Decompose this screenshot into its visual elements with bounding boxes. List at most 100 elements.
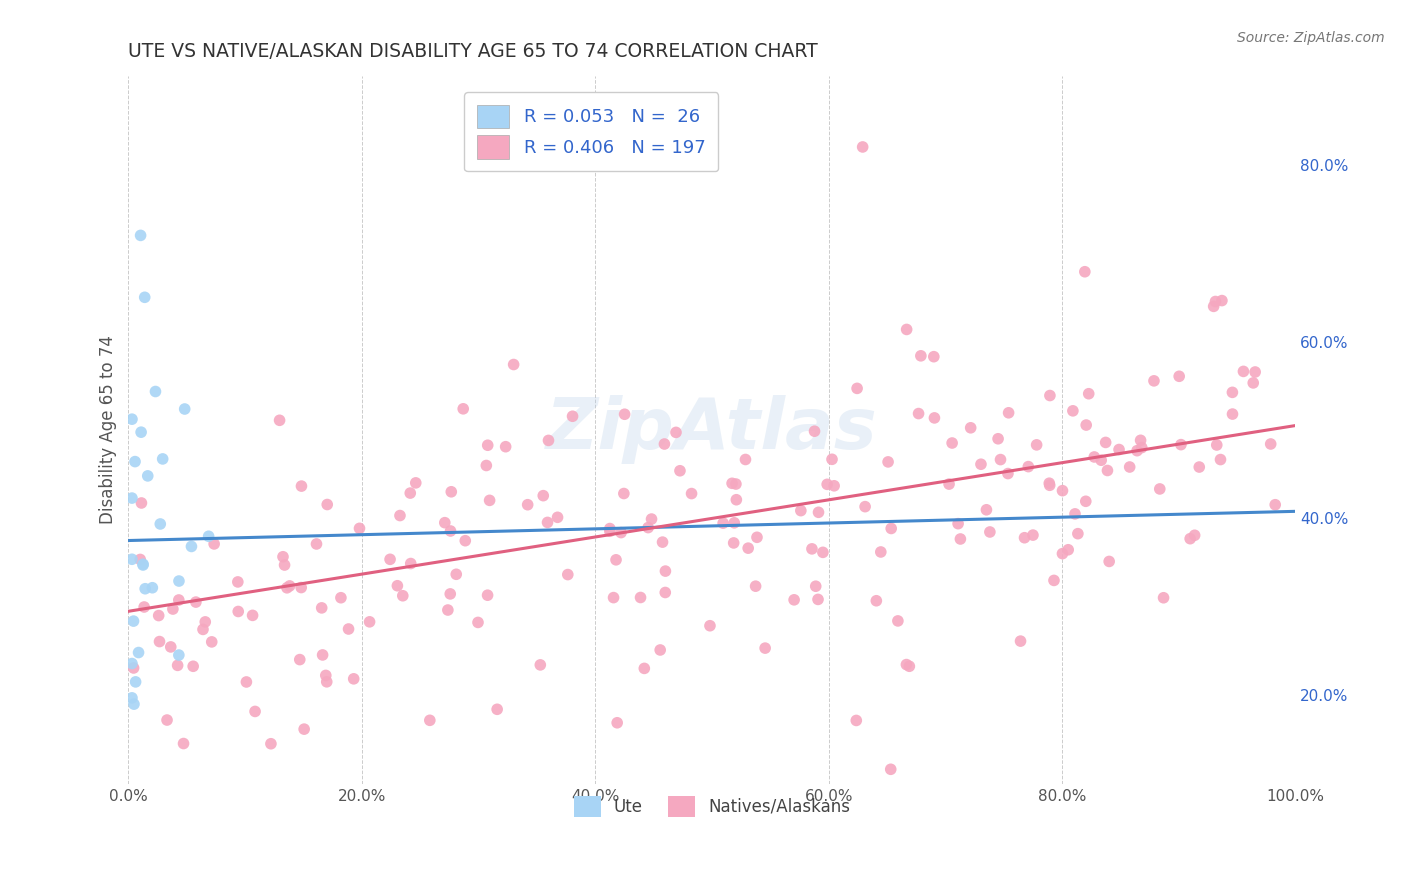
Point xyxy=(1205,438,1227,452)
Point xyxy=(1170,437,1192,451)
Point xyxy=(669,464,692,478)
Point xyxy=(477,438,499,452)
Point xyxy=(141,581,163,595)
Point xyxy=(599,522,621,536)
Point xyxy=(1126,443,1149,458)
Point xyxy=(938,477,960,491)
Point xyxy=(976,503,998,517)
Point xyxy=(134,582,156,596)
Point xyxy=(1118,460,1140,475)
Point xyxy=(896,657,918,672)
Point xyxy=(1222,407,1244,421)
Point xyxy=(292,722,315,736)
Point xyxy=(156,713,179,727)
Point xyxy=(405,475,427,490)
Point xyxy=(1241,376,1264,390)
Point xyxy=(129,228,152,243)
Point xyxy=(699,618,721,632)
Point xyxy=(1244,365,1267,379)
Point xyxy=(783,592,806,607)
Point xyxy=(260,737,283,751)
Point xyxy=(290,479,312,493)
Point xyxy=(121,491,143,505)
Point xyxy=(898,659,921,673)
Point xyxy=(536,516,558,530)
Point xyxy=(1108,442,1130,457)
Point xyxy=(637,520,659,534)
Point xyxy=(1168,369,1191,384)
Point xyxy=(121,690,143,705)
Point xyxy=(337,622,360,636)
Point xyxy=(1153,591,1175,605)
Point xyxy=(1010,634,1032,648)
Point xyxy=(315,674,337,689)
Point xyxy=(273,558,295,572)
Point xyxy=(654,585,676,599)
Point xyxy=(633,661,655,675)
Point xyxy=(723,516,745,530)
Point xyxy=(439,524,461,538)
Point xyxy=(454,533,477,548)
Point xyxy=(602,591,624,605)
Point xyxy=(804,579,827,593)
Point xyxy=(997,406,1019,420)
Point xyxy=(807,592,830,607)
Point xyxy=(650,643,672,657)
Point xyxy=(132,558,155,572)
Point xyxy=(1067,526,1090,541)
Point xyxy=(278,579,301,593)
Point xyxy=(654,564,676,578)
Point xyxy=(529,657,551,672)
Point xyxy=(145,384,167,399)
Point xyxy=(121,552,143,566)
Point xyxy=(811,545,834,559)
Point xyxy=(1209,452,1232,467)
Text: ZipAtlas: ZipAtlas xyxy=(546,395,877,465)
Point xyxy=(129,425,152,440)
Point xyxy=(681,486,703,500)
Point xyxy=(613,407,636,421)
Point xyxy=(136,469,159,483)
Point xyxy=(181,659,204,673)
Point xyxy=(599,524,621,539)
Point xyxy=(1094,435,1116,450)
Point xyxy=(226,605,249,619)
Point xyxy=(311,600,333,615)
Point xyxy=(924,410,946,425)
Point xyxy=(440,484,463,499)
Point xyxy=(880,762,903,776)
Point xyxy=(191,623,214,637)
Point xyxy=(990,452,1012,467)
Point xyxy=(800,541,823,556)
Point xyxy=(605,553,627,567)
Point xyxy=(159,640,181,654)
Point xyxy=(721,476,744,491)
Point xyxy=(959,421,981,435)
Point xyxy=(122,614,145,628)
Point xyxy=(451,401,474,416)
Point xyxy=(311,648,333,662)
Point xyxy=(276,581,298,595)
Point xyxy=(305,537,328,551)
Point xyxy=(1143,374,1166,388)
Point xyxy=(887,614,910,628)
Point xyxy=(399,557,422,571)
Point xyxy=(1130,441,1153,455)
Point xyxy=(803,424,825,438)
Point xyxy=(167,593,190,607)
Point xyxy=(630,591,652,605)
Point xyxy=(613,486,636,500)
Point xyxy=(388,508,411,523)
Point xyxy=(845,714,868,728)
Point xyxy=(1062,404,1084,418)
Point xyxy=(547,510,569,524)
Point xyxy=(315,668,337,682)
Point xyxy=(439,587,461,601)
Point xyxy=(561,409,583,424)
Point xyxy=(173,402,195,417)
Point xyxy=(640,512,662,526)
Point xyxy=(486,702,509,716)
Point xyxy=(737,541,759,556)
Point xyxy=(1074,494,1097,508)
Point xyxy=(1038,476,1060,491)
